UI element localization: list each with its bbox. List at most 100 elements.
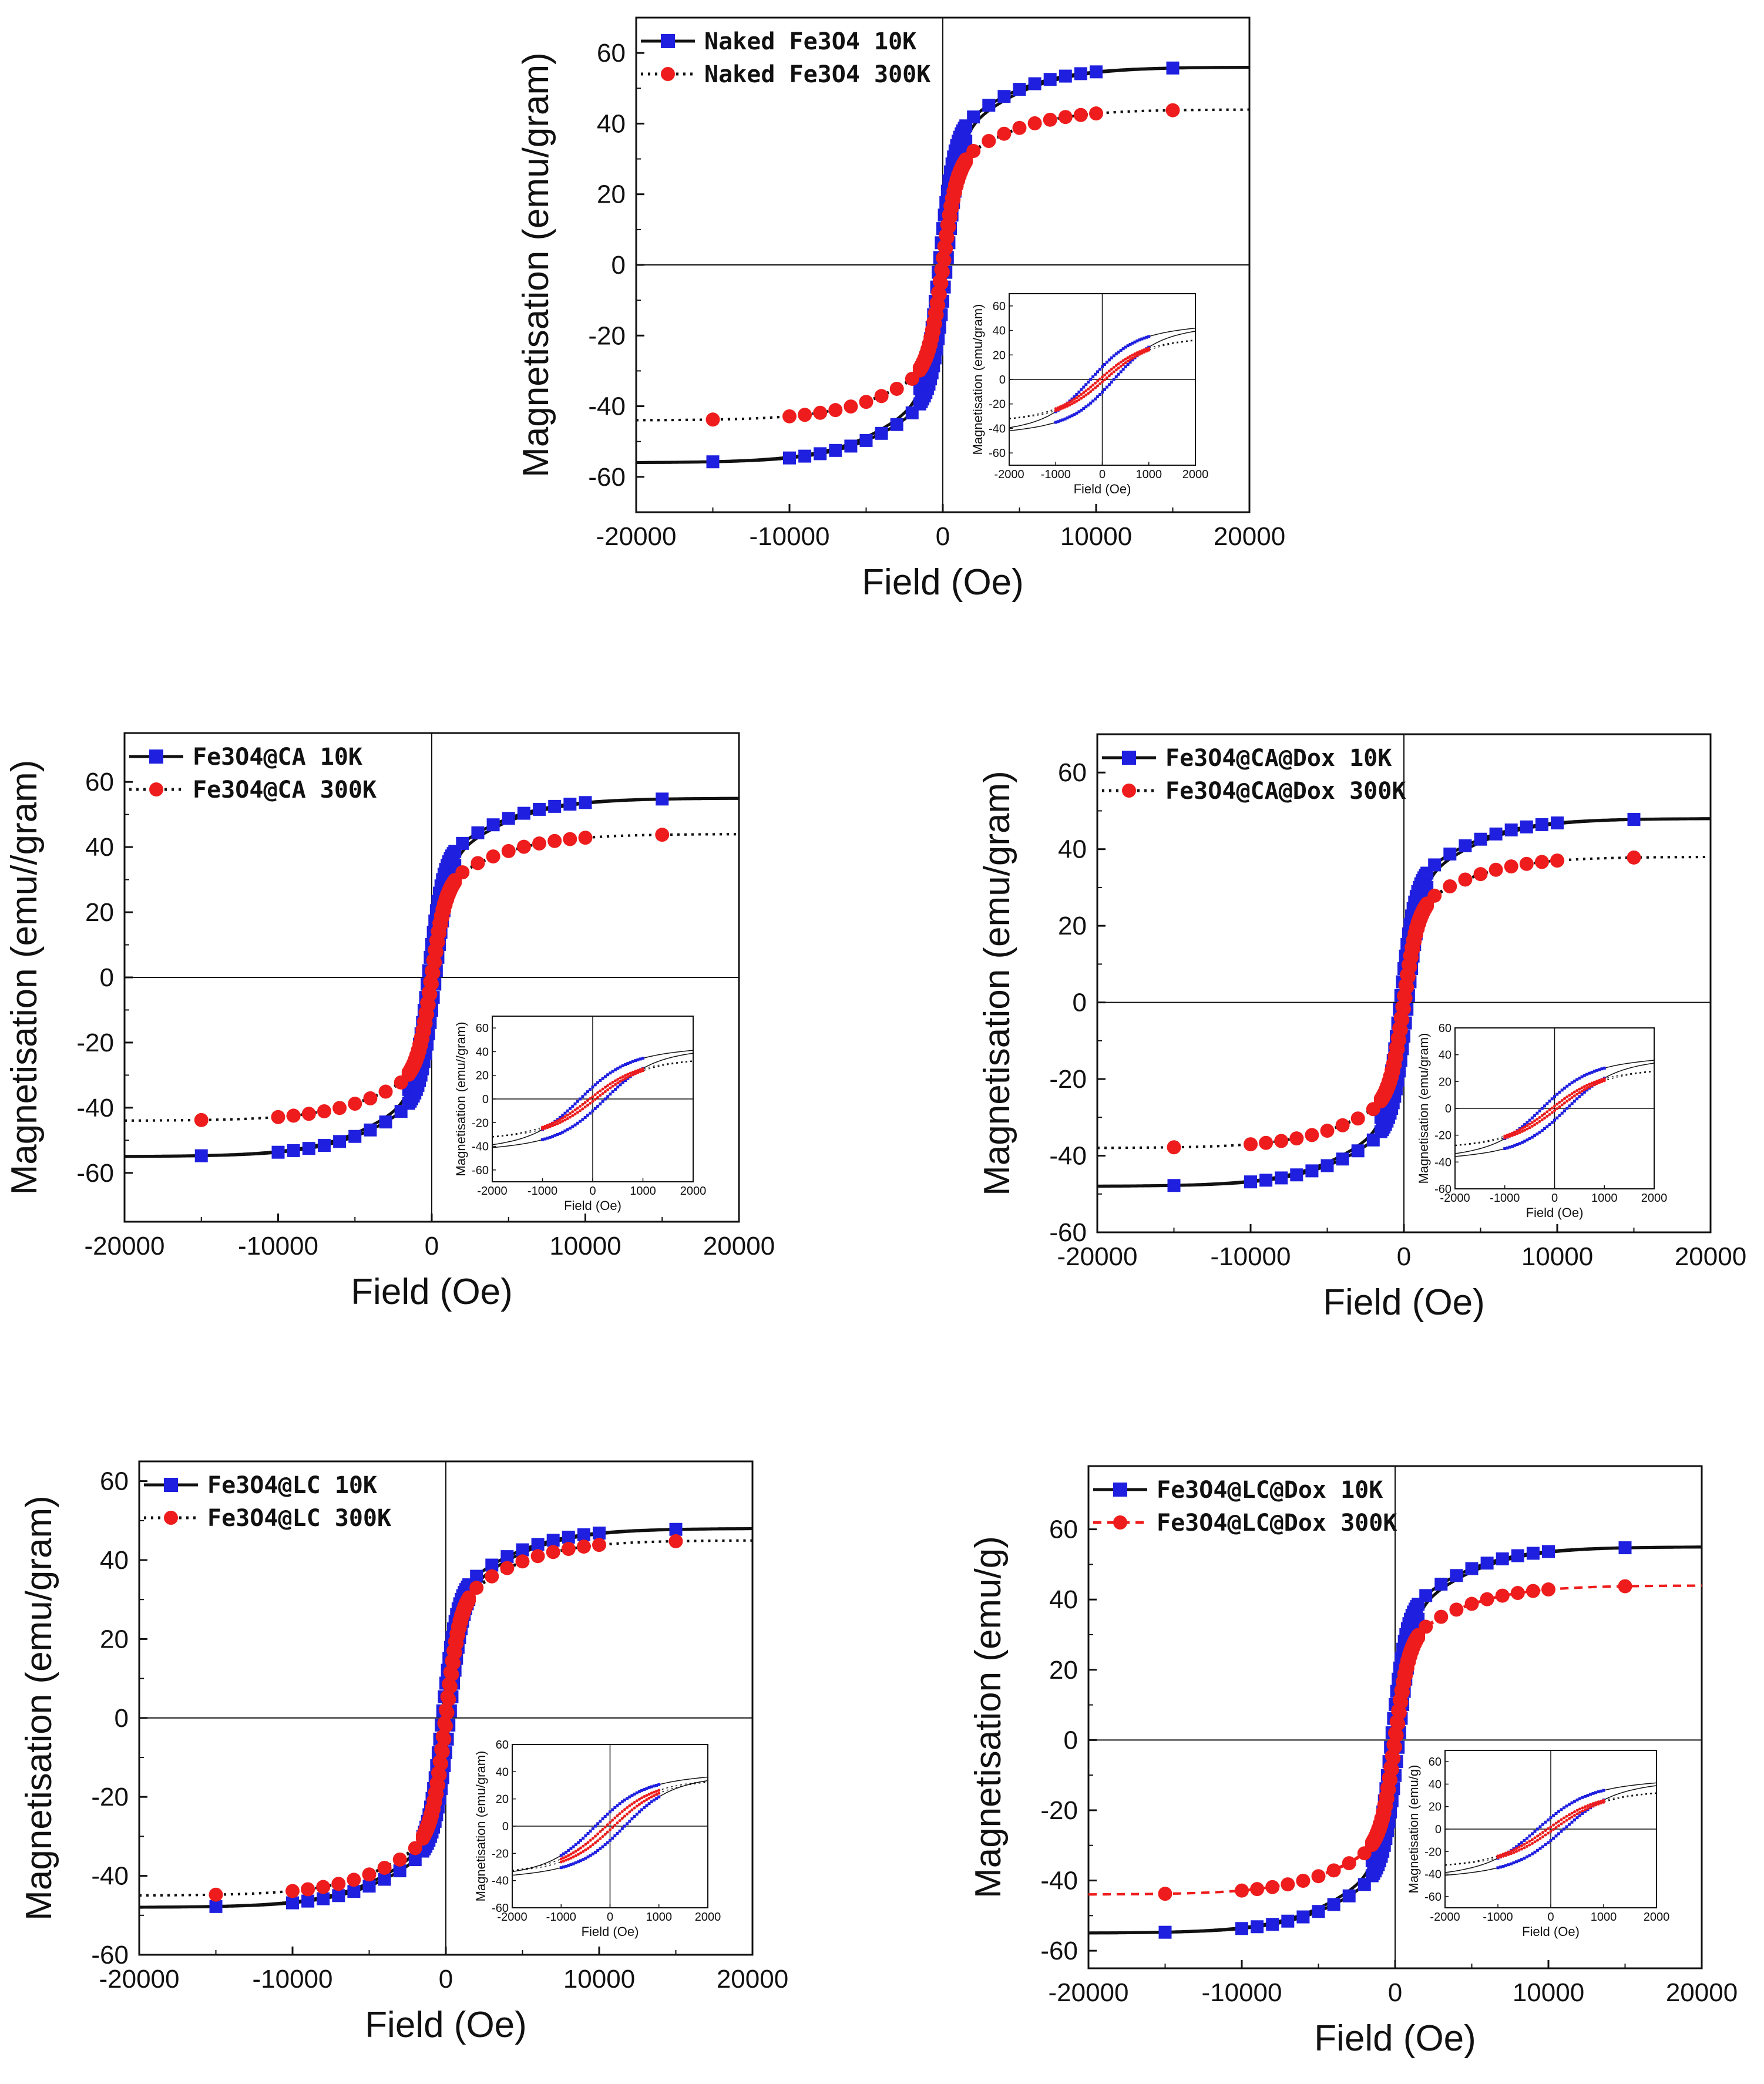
inset-data-point [1541,1831,1544,1834]
data-point [485,1558,499,1572]
inset-data-point [647,1802,651,1806]
inset-data-point [1066,404,1069,408]
inset-data-point [1507,1863,1510,1867]
inset-data-point [579,1851,583,1855]
inset-data-point [1533,1836,1537,1840]
inset-data-point [1544,1833,1547,1837]
data-point [655,828,670,842]
inset-data-point [579,1109,582,1112]
inset-data-point [1578,1087,1581,1091]
inset-chart: -60 -40 -20 0 20 40 60 -2000 -1000 0 1000 2000 Field… [1416,1022,1667,1220]
data-point [593,1527,606,1540]
inset-data-point [1087,392,1090,395]
inset-data-point [601,1087,604,1091]
inset-data-point [1520,1130,1524,1133]
x-tick-label: 0 [439,1965,453,1994]
inset-y-tick-label: -60 [1424,1891,1442,1904]
inset-data-point [1586,1794,1590,1797]
inset-data-point [561,1117,565,1120]
inset-data-point [645,1804,649,1807]
inset-data-point [1560,1808,1563,1811]
inset-y-tick-label: 0 [1435,1823,1442,1836]
x-tick-label: 20000 [703,1232,775,1261]
inset-data-point [1573,1100,1576,1103]
inset-data-point [1568,1823,1571,1826]
inset-y-tick-label: 60 [993,300,1006,313]
inset-data-point [586,1855,590,1858]
inset-data-point [1543,1117,1547,1120]
inset-data-point [1523,1838,1526,1842]
data-point [517,806,530,820]
inset-data-point [623,1824,626,1828]
inset-data-point [628,1810,631,1814]
inset-data-point [1578,1814,1581,1817]
inset-data-point [599,1089,602,1093]
data-point [1259,1135,1274,1150]
y-tick-label: 0 [1073,989,1087,1017]
inset-data-point [1528,1834,1531,1838]
inset-data-point [574,1843,577,1847]
inset-data-point [601,1845,604,1848]
inset-data-point [1580,1093,1584,1096]
inset-data-point [620,1810,624,1813]
data-point [1028,77,1041,90]
inset-data-point [1590,1081,1594,1085]
data-point [301,1107,316,1121]
inset-data-point [579,1838,583,1842]
inset-data-point [1089,378,1093,381]
data-point [592,1538,606,1552]
legend: Fe3O4@LC@Dox 10K Fe3O4@LC@Dox 300K [1093,1477,1397,1537]
data-point [1541,1582,1555,1597]
inset-data-point [611,1808,614,1811]
inset-data-point [616,1077,620,1081]
inset-data-point [603,1085,607,1089]
inset-data-point [1098,377,1102,381]
x-tick-label: 20000 [1666,1978,1738,2007]
data-point [377,1860,392,1875]
y-axis-title: Magnetisation (emu/g) [968,1536,1009,1898]
data-point [1281,1877,1295,1892]
inset-data-point [1124,365,1127,369]
inset-data-point [1547,1831,1550,1835]
inset-data-point [1503,1134,1507,1138]
inset-data-point [603,1843,607,1847]
x-axis-title: Field (Oe) [1323,1282,1485,1323]
data-point [286,1896,299,1910]
inset-data-point [623,1799,626,1802]
inset-x-axis-title: Field (Oe) [1074,482,1131,496]
inset-data-point [1560,1103,1564,1107]
inset-data-point [1550,1121,1554,1124]
data-point [301,1882,315,1897]
inset-data-point [1105,361,1108,364]
inset-data-point [1084,405,1088,409]
inset-data-point [1557,1820,1560,1823]
inset-data-point [569,1107,572,1110]
data-point [1534,855,1549,869]
inset-data-point [559,1860,563,1864]
inset-data-point [596,1848,600,1852]
inset-data-point [561,1131,565,1134]
inset-data-point [1059,419,1062,422]
inset-x-tick-label: 2000 [1644,1911,1670,1924]
inset-y-tick-label: 40 [496,1766,509,1779]
inset-data-point [1592,1083,1596,1087]
inset-y-axis-title: Magnetisation (emu/g) [1406,1765,1421,1894]
inset-data-point [643,1806,646,1809]
inset-data-point [562,1852,565,1856]
inset-data-point [1107,383,1111,386]
inset-data-point [1575,1093,1579,1096]
inset-data-point [1580,1075,1584,1078]
inset-data-point [609,1082,612,1085]
inset-data-point [1563,1086,1566,1090]
y-axis-title: Magnetisation (emu/gram) [977,771,1017,1196]
data-point [1412,1598,1425,1611]
inset-data-point [1138,338,1141,342]
inset-data-point [1543,1127,1547,1131]
inset-data-point [1557,1832,1560,1836]
inset-data-point [1558,1090,1561,1094]
y-tick-label: -40 [91,1862,129,1891]
inset-data-point [1096,379,1100,383]
inset-data-point [1089,390,1093,394]
data-point [1158,1925,1172,1939]
inset-data-point [1578,1810,1581,1814]
